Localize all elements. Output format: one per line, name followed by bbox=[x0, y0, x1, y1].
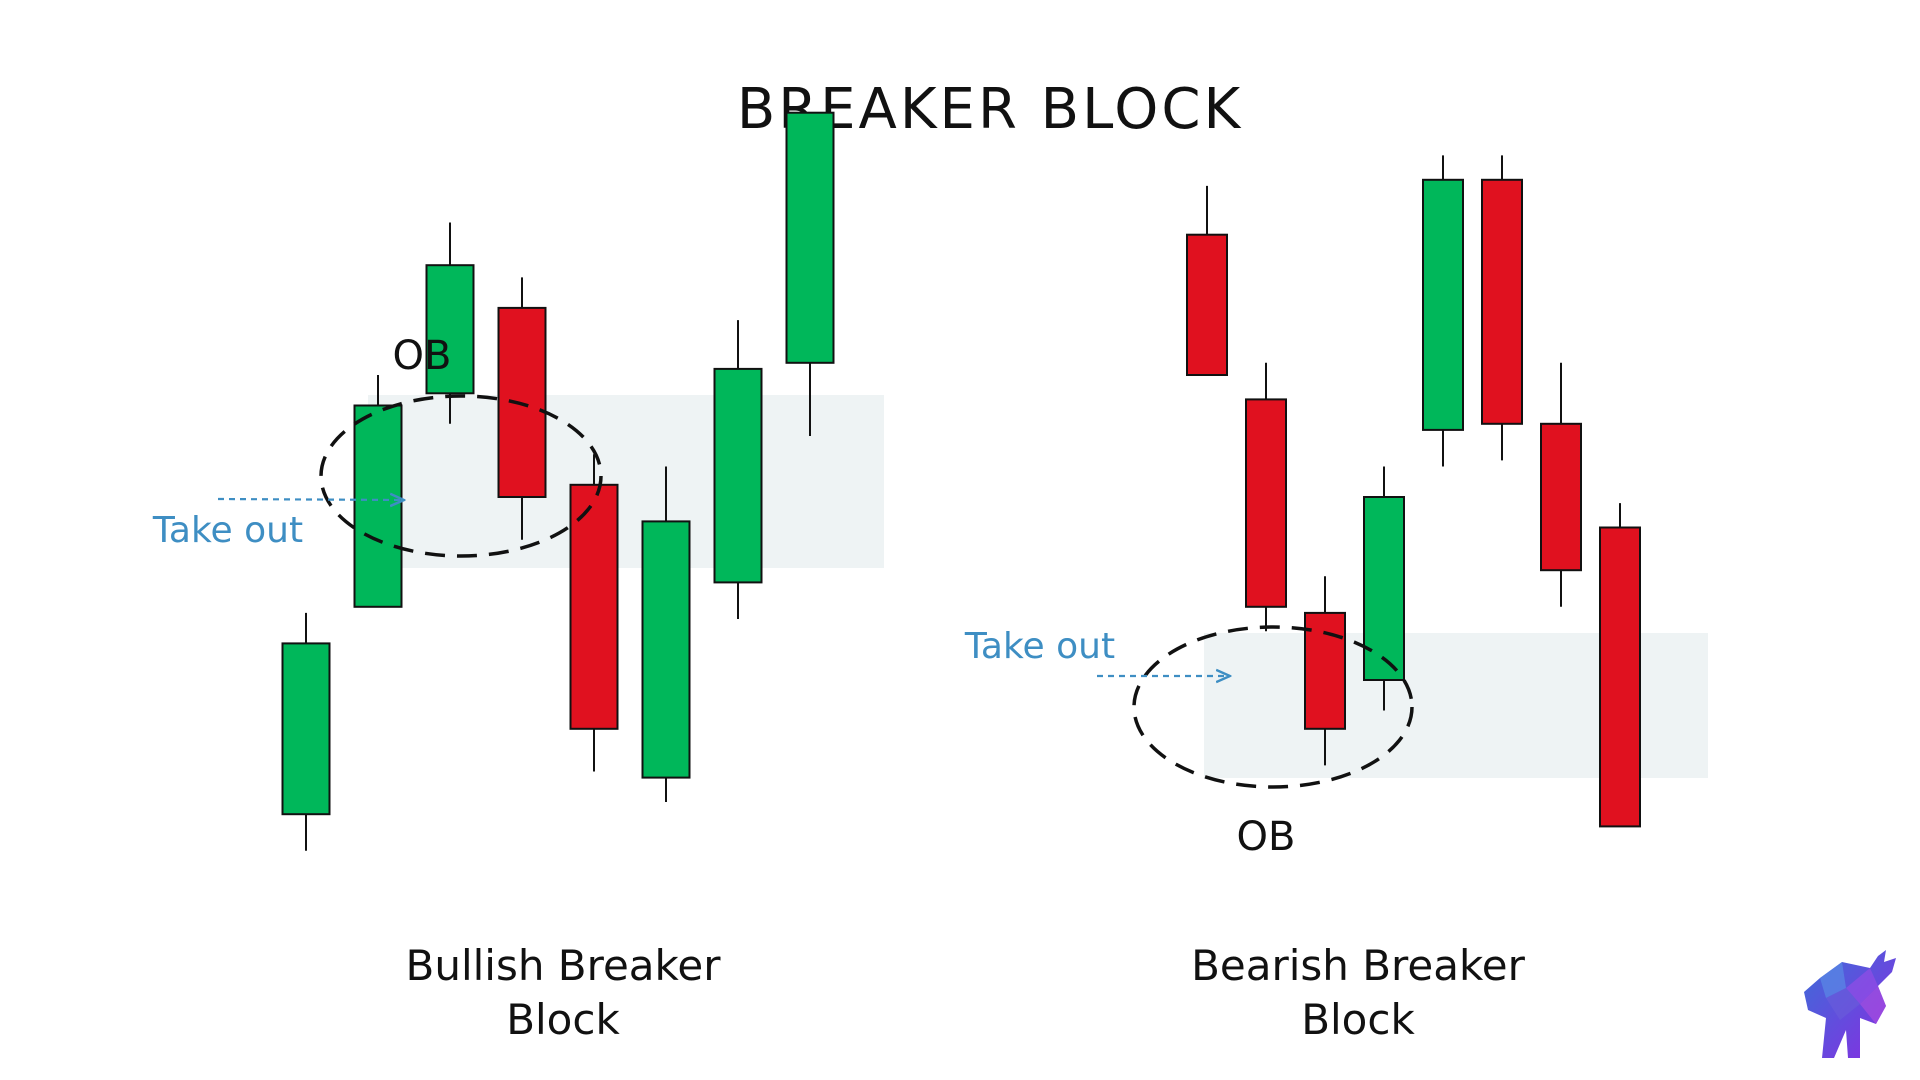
bearish-takeout-label: Take out bbox=[964, 626, 1115, 667]
bearish-ob-label: OB bbox=[1237, 814, 1296, 860]
bearish-candle-1 bbox=[1186, 185, 1228, 376]
bearish-candle-body bbox=[1481, 178, 1523, 425]
bullish-candle-body bbox=[281, 642, 331, 816]
bullish-ob-label: OB bbox=[393, 333, 452, 379]
bullish-candle-6 bbox=[641, 466, 691, 802]
bullish-candle-5 bbox=[569, 454, 619, 772]
bearish-candle-4 bbox=[1363, 466, 1405, 711]
bullish-candle-7 bbox=[713, 320, 763, 619]
bullish-takeout-arrow bbox=[217, 499, 404, 500]
bearish-candle-8 bbox=[1599, 503, 1641, 828]
bullish-takeout-label: Take out bbox=[152, 510, 303, 551]
bullish-order-block-highlight bbox=[319, 394, 603, 558]
bullish-candle-body bbox=[785, 111, 835, 364]
bullish-candle-body bbox=[569, 483, 619, 730]
bearish-candles bbox=[1186, 155, 1641, 828]
bearish-candle-body bbox=[1186, 233, 1228, 376]
bullish-caption-line2: Block bbox=[506, 995, 620, 1044]
bullish-breaker-zone bbox=[368, 395, 884, 568]
bullish-candle-body bbox=[353, 404, 403, 608]
bullish-candle-body bbox=[713, 367, 763, 584]
bearish-candle-2 bbox=[1245, 362, 1287, 632]
bearish-candle-3 bbox=[1304, 576, 1346, 766]
bearish-candle-body bbox=[1363, 496, 1405, 681]
bull-logo-icon bbox=[1804, 950, 1896, 1058]
bearish-candle-body bbox=[1599, 526, 1641, 828]
bearish-candle-body bbox=[1540, 422, 1582, 572]
bullish-candle-2 bbox=[353, 375, 403, 608]
bearish-caption-line2: Block bbox=[1301, 995, 1415, 1044]
bullish-candle-body bbox=[425, 264, 475, 395]
bullish-candles bbox=[281, 111, 835, 851]
bullish-breaker-panel: OB Take out Bullish Breaker Block bbox=[152, 111, 884, 1044]
bearish-candle-7 bbox=[1540, 362, 1582, 607]
bullish-candle-3 bbox=[425, 222, 475, 424]
bullish-caption-line1: Bullish Breaker bbox=[406, 941, 722, 990]
bearish-candle-body bbox=[1422, 178, 1464, 431]
bullish-candle-1 bbox=[281, 612, 331, 851]
bearish-order-block-highlight bbox=[1132, 625, 1414, 789]
bearish-candle-5 bbox=[1422, 155, 1464, 467]
bullish-candle-8 bbox=[785, 111, 835, 436]
bearish-candle-6 bbox=[1481, 155, 1523, 461]
bearish-caption-line1: Bearish Breaker bbox=[1191, 941, 1526, 990]
bearish-candle-body bbox=[1245, 398, 1287, 608]
bearish-breaker-panel: OB Take out Bearish Breaker Block bbox=[964, 155, 1708, 1044]
bullish-candle-body bbox=[641, 520, 691, 779]
